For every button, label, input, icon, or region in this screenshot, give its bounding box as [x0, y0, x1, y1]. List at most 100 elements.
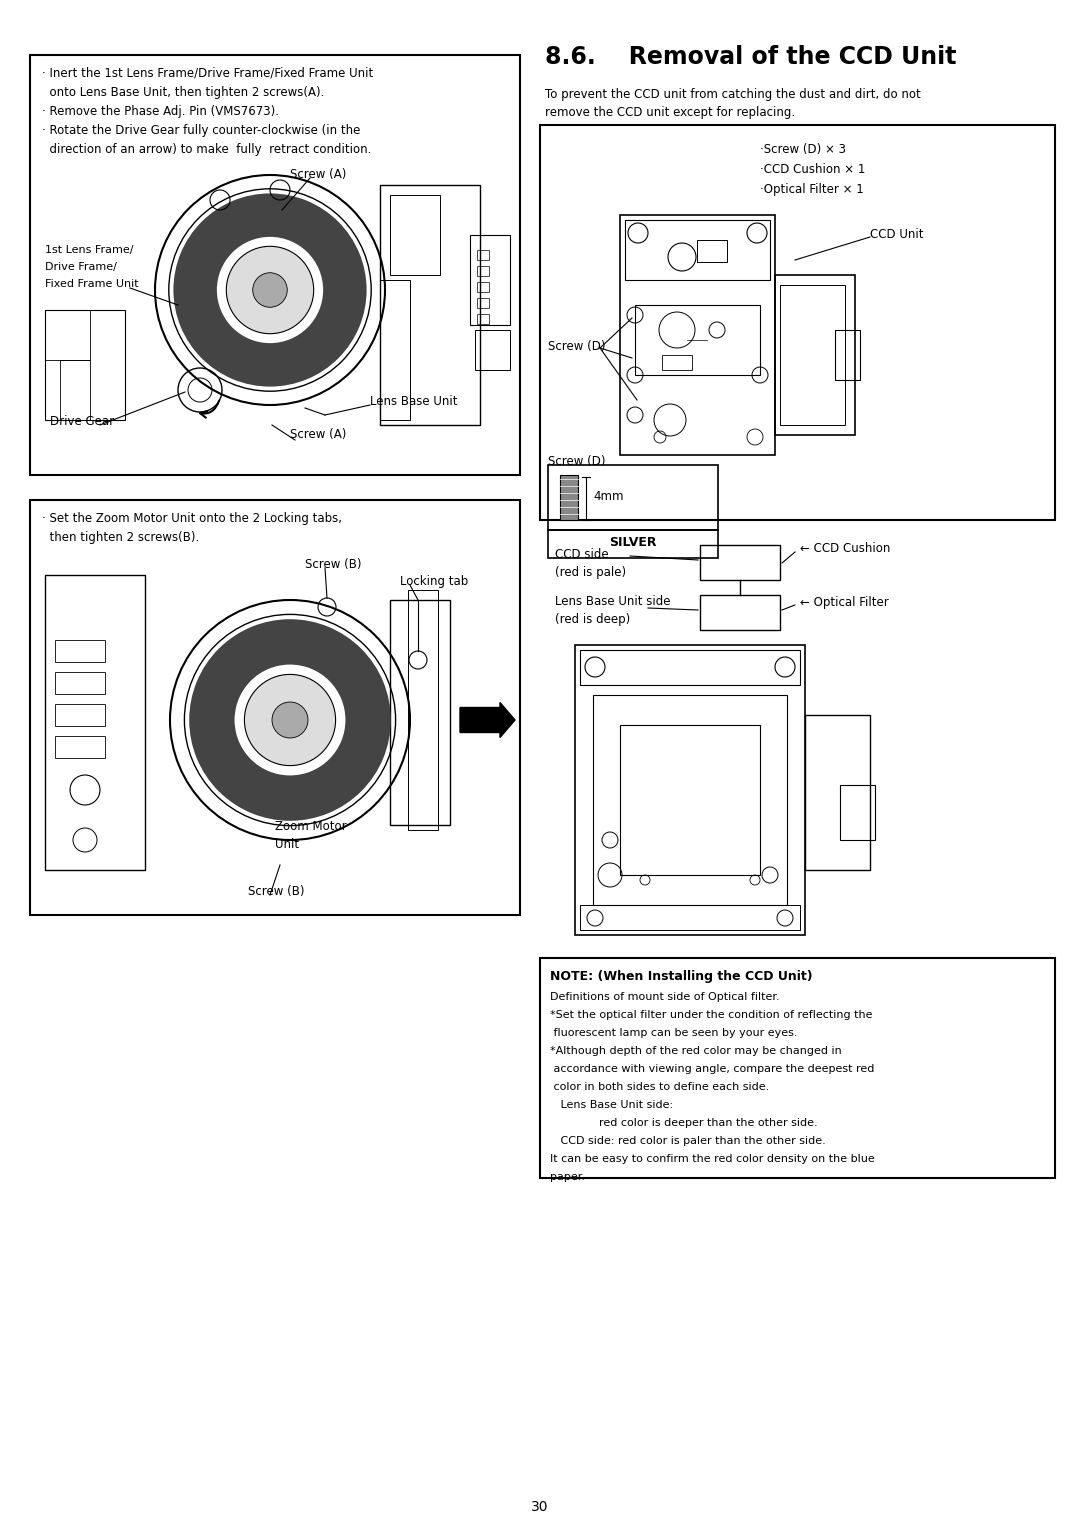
- Bar: [477, 298, 489, 308]
- Text: Drive Frame/: Drive Frame/: [45, 263, 117, 272]
- Text: · Set the Zoom Motor Unit onto the 2 Locking tabs,: · Set the Zoom Motor Unit onto the 2 Loc…: [42, 512, 342, 525]
- Bar: [580, 651, 800, 686]
- Circle shape: [253, 273, 287, 307]
- Text: CCD side: red color is paler than the other side.: CCD side: red color is paler than the ot…: [550, 1136, 826, 1145]
- Text: 4mm: 4mm: [593, 490, 623, 502]
- Bar: [55, 704, 105, 725]
- Bar: [380, 279, 410, 420]
- Bar: [635, 305, 760, 376]
- Text: onto Lens Base Unit, then tighten 2 screws(A).: onto Lens Base Unit, then tighten 2 scre…: [42, 86, 324, 99]
- Text: *Set the optical filter under the condition of reflecting the: *Set the optical filter under the condit…: [550, 1009, 873, 1020]
- Text: ← Optical Filter: ← Optical Filter: [800, 596, 889, 609]
- Bar: [700, 596, 780, 631]
- Bar: [30, 499, 519, 915]
- Text: · Rotate the Drive Gear fully counter-clockwise (in the: · Rotate the Drive Gear fully counter-cl…: [42, 124, 361, 137]
- Text: 30: 30: [531, 1500, 549, 1513]
- Text: paper.: paper.: [550, 1173, 585, 1182]
- Text: 1st Lens Frame/: 1st Lens Frame/: [45, 244, 134, 255]
- Text: remove the CCD unit except for replacing.: remove the CCD unit except for replacing…: [545, 105, 795, 119]
- Text: then tighten 2 screws(B).: then tighten 2 screws(B).: [42, 531, 199, 544]
- FancyArrow shape: [460, 702, 515, 738]
- Bar: [477, 282, 489, 292]
- Bar: [835, 330, 860, 380]
- Bar: [475, 330, 510, 370]
- Text: Unit: Unit: [275, 838, 299, 851]
- FancyArrowPatch shape: [200, 400, 219, 418]
- Bar: [477, 266, 489, 276]
- Bar: [380, 185, 480, 425]
- Text: Screw (A): Screw (A): [291, 428, 347, 441]
- Bar: [575, 644, 805, 935]
- Text: Lens Base Unit: Lens Base Unit: [370, 395, 458, 408]
- Bar: [55, 736, 105, 757]
- Bar: [840, 785, 875, 840]
- Bar: [45, 576, 145, 870]
- Text: Screw (A): Screw (A): [291, 168, 347, 182]
- Circle shape: [227, 246, 313, 334]
- Circle shape: [244, 675, 336, 765]
- Text: ·Optical Filter × 1: ·Optical Filter × 1: [760, 183, 864, 195]
- Wedge shape: [174, 194, 366, 386]
- Bar: [548, 466, 718, 530]
- Text: ·Screw (D) × 3: ·Screw (D) × 3: [760, 144, 846, 156]
- Text: Definitions of mount side of Optical filter.: Definitions of mount side of Optical fil…: [550, 993, 780, 1002]
- Bar: [540, 957, 1055, 1177]
- Text: NOTE: (When Installing the CCD Unit): NOTE: (When Installing the CCD Unit): [550, 970, 812, 983]
- Text: CCD Unit: CCD Unit: [870, 228, 923, 241]
- Wedge shape: [189, 620, 391, 822]
- Bar: [620, 725, 760, 875]
- Bar: [540, 125, 1055, 521]
- Bar: [700, 545, 780, 580]
- Text: (red is deep): (red is deep): [555, 612, 631, 626]
- Bar: [45, 310, 125, 420]
- Text: Screw (D): Screw (D): [548, 455, 606, 467]
- Bar: [55, 640, 105, 663]
- Text: Fixed Frame Unit: Fixed Frame Unit: [45, 279, 138, 289]
- Bar: [805, 715, 870, 870]
- Text: Zoom Motor: Zoom Motor: [275, 820, 347, 834]
- Bar: [390, 600, 450, 825]
- Bar: [408, 589, 438, 831]
- Bar: [662, 354, 692, 370]
- Bar: [780, 286, 845, 425]
- Text: Lens Base Unit side: Lens Base Unit side: [555, 596, 671, 608]
- Text: *Although depth of the red color may be changed in: *Although depth of the red color may be …: [550, 1046, 841, 1057]
- Text: color in both sides to define each side.: color in both sides to define each side.: [550, 1083, 769, 1092]
- Text: SILVER: SILVER: [609, 536, 657, 550]
- Bar: [55, 672, 105, 693]
- Bar: [775, 275, 855, 435]
- Text: Screw (B): Screw (B): [248, 886, 305, 898]
- Text: It can be easy to confirm the red color density on the blue: It can be easy to confirm the red color …: [550, 1154, 875, 1164]
- Bar: [45, 310, 90, 360]
- Bar: [60, 360, 90, 420]
- Text: CCD side: CCD side: [555, 548, 609, 560]
- Text: (red is pale): (red is pale): [555, 567, 626, 579]
- Bar: [477, 250, 489, 260]
- Text: · Remove the Phase Adj. Pin (VMS7673).: · Remove the Phase Adj. Pin (VMS7673).: [42, 105, 279, 118]
- Bar: [390, 195, 440, 275]
- Bar: [561, 475, 578, 521]
- Text: direction of an arrow) to make  fully  retract condition.: direction of an arrow) to make fully ret…: [42, 144, 372, 156]
- Text: To prevent the CCD unit from catching the dust and dirt, do not: To prevent the CCD unit from catching th…: [545, 89, 921, 101]
- Text: Screw (B): Screw (B): [305, 557, 362, 571]
- Text: Screw (D): Screw (D): [548, 341, 606, 353]
- Text: ·CCD Cushion × 1: ·CCD Cushion × 1: [760, 163, 865, 176]
- Text: 8.6.    Removal of the CCD Unit: 8.6. Removal of the CCD Unit: [545, 44, 957, 69]
- Text: accordance with viewing angle, compare the deepest red: accordance with viewing angle, compare t…: [550, 1064, 875, 1073]
- Bar: [625, 220, 770, 279]
- Bar: [470, 235, 510, 325]
- Text: fluorescent lamp can be seen by your eyes.: fluorescent lamp can be seen by your eye…: [550, 1028, 797, 1038]
- Text: Drive Gear: Drive Gear: [50, 415, 114, 428]
- Text: Lens Base Unit side:: Lens Base Unit side:: [550, 1099, 673, 1110]
- Bar: [620, 215, 775, 455]
- Text: red color is deeper than the other side.: red color is deeper than the other side.: [550, 1118, 818, 1128]
- Bar: [30, 55, 519, 475]
- Text: ← CCD Cushion: ← CCD Cushion: [800, 542, 890, 554]
- Bar: [697, 240, 727, 263]
- Bar: [548, 530, 718, 557]
- Bar: [593, 695, 787, 906]
- Text: Locking tab: Locking tab: [400, 576, 469, 588]
- Bar: [580, 906, 800, 930]
- Text: · Inert the 1st Lens Frame/Drive Frame/Fixed Frame Unit: · Inert the 1st Lens Frame/Drive Frame/F…: [42, 67, 374, 79]
- Bar: [477, 315, 489, 324]
